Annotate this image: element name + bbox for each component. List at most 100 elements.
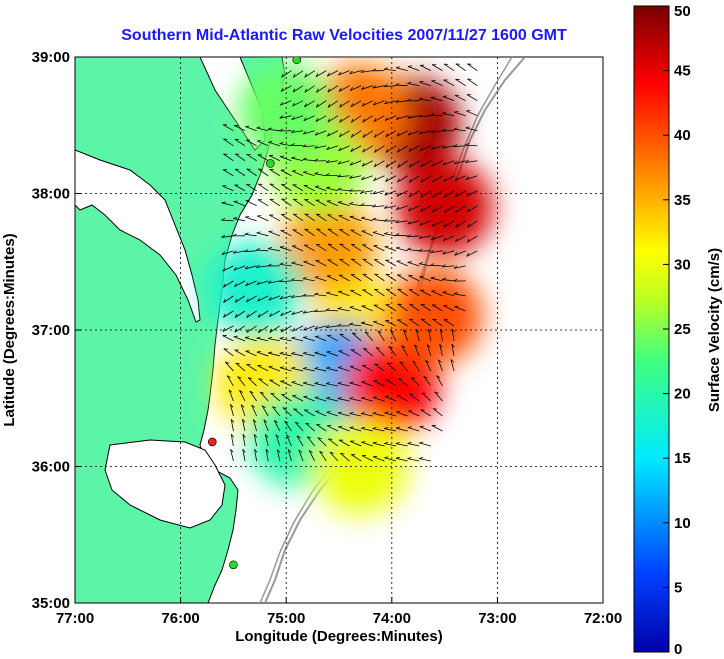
velocity-vector-76 [315,130,327,136]
velocity-vector-483 [396,411,408,417]
velocity-vector-head [349,306,354,308]
velocity-vector-head [263,419,268,423]
velocity-vector-173 [420,190,432,198]
velocity-vector-33 [467,78,478,86]
velocity-vector-397 [302,352,315,357]
velocity-vector-head [246,328,249,333]
velocity-vector-head [245,125,250,127]
velocity-vector-304 [419,276,432,282]
velocity-vector-254 [339,243,350,252]
velocity-vector-403 [375,347,385,357]
velocity-vector-head [396,206,400,210]
velocity-vector-head [350,133,354,138]
velocity-vector-head [315,117,319,122]
velocity-vector-482 [384,412,397,417]
velocity-vector-529 [287,449,292,462]
velocity-vector-head [436,375,441,378]
velocity-vector-head [302,381,308,384]
velocity-vector-448 [436,375,443,387]
velocity-vector-head [425,359,430,363]
velocity-vector-152 [432,175,443,183]
velocity-vector-485 [420,409,432,417]
velocity-vector-head [401,345,406,348]
velocity-vector-89 [465,127,478,132]
velocity-vector-451 [249,390,257,402]
colorbar-tick-label: 15 [674,450,691,467]
x-axis-label: Longitude (Degrees:Minutes) [235,628,443,645]
velocity-vector-509 [264,434,269,447]
velocity-vector-269 [256,265,269,268]
velocity-vector-153 [443,175,455,182]
velocity-vector-head [305,422,310,425]
velocity-vector-532 [319,450,327,462]
velocity-vector-94 [268,141,280,147]
velocity-vector-head [251,404,256,408]
velocity-vector-head [349,87,353,91]
velocity-vector-131 [442,160,455,166]
velocity-vector-216 [407,220,420,225]
velocity-vector-453 [270,392,281,402]
velocity-vector-445 [397,378,408,387]
velocity-vector-head [291,351,296,354]
velocity-vector-head [265,448,269,453]
velocity-vector-258 [384,246,397,252]
velocity-vector-491 [273,420,281,432]
velocity-vector-109 [442,145,455,149]
velocity-vector-260 [407,249,420,252]
velocity-vector-head [315,103,319,108]
velocity-vector-head [256,248,261,251]
velocity-vector-157 [234,184,246,192]
velocity-vector-226 [268,231,281,237]
velocity-vector-head [280,312,284,317]
velocity-vector-208 [316,213,327,222]
velocity-vector-359 [326,325,338,328]
velocity-vector-263 [442,250,455,255]
velocity-vector-head [419,147,423,151]
velocity-vector-472 [272,406,281,417]
velocity-vector-head [234,283,237,287]
velocity-vector-531 [308,450,316,462]
velocity-vector-head [430,276,435,279]
velocity-vector-306 [442,279,455,282]
velocity-vector-head [455,208,458,213]
velocity-vector-head [326,146,330,150]
velocity-vector-head [279,295,284,300]
velocity-vector-15 [455,63,466,71]
velocity-vector-540 [407,458,420,462]
velocity-vector-473 [282,407,292,417]
velocity-vector-head [349,161,353,166]
velocity-vector-head [360,69,365,73]
velocity-vector-160 [269,183,281,192]
velocity-vector-209 [327,214,339,222]
velocity-vector-71 [256,127,269,132]
velocity-vector-head [280,87,284,92]
velocity-vector-head [246,313,249,318]
station-marker-1 [266,159,275,168]
velocity-vector-178 [221,202,234,207]
velocity-vector-533 [329,451,339,462]
velocity-vector-head [325,173,330,176]
colorbar-label: Surface Velocity (cm/s) [706,248,723,412]
velocity-vector-522 [407,443,420,447]
x-tick-label: 74:00 [373,610,411,627]
velocity-vector-head [408,178,412,183]
velocity-vector-534 [340,452,350,462]
velocity-vector-head [256,281,260,285]
velocity-vector-head [434,391,439,394]
velocity-vector-217 [419,220,432,226]
velocity-vector-head [430,96,435,99]
velocity-vector-416 [291,367,304,372]
velocity-vector-head [432,193,435,198]
velocity-vector-head [242,433,246,438]
velocity-vector-head [291,261,296,264]
velocity-vector-head [349,202,354,205]
velocity-vector-426 [412,360,420,372]
velocity-vector-310 [246,295,257,303]
velocity-vector-192 [384,205,397,209]
velocity-vector-367 [420,318,432,327]
velocity-vector-head [418,235,423,239]
colorbar-tick-label: 40 [674,127,691,144]
velocity-vector-52 [291,115,304,120]
velocity-vector-79 [350,130,362,138]
velocity-vector-495 [316,424,327,432]
